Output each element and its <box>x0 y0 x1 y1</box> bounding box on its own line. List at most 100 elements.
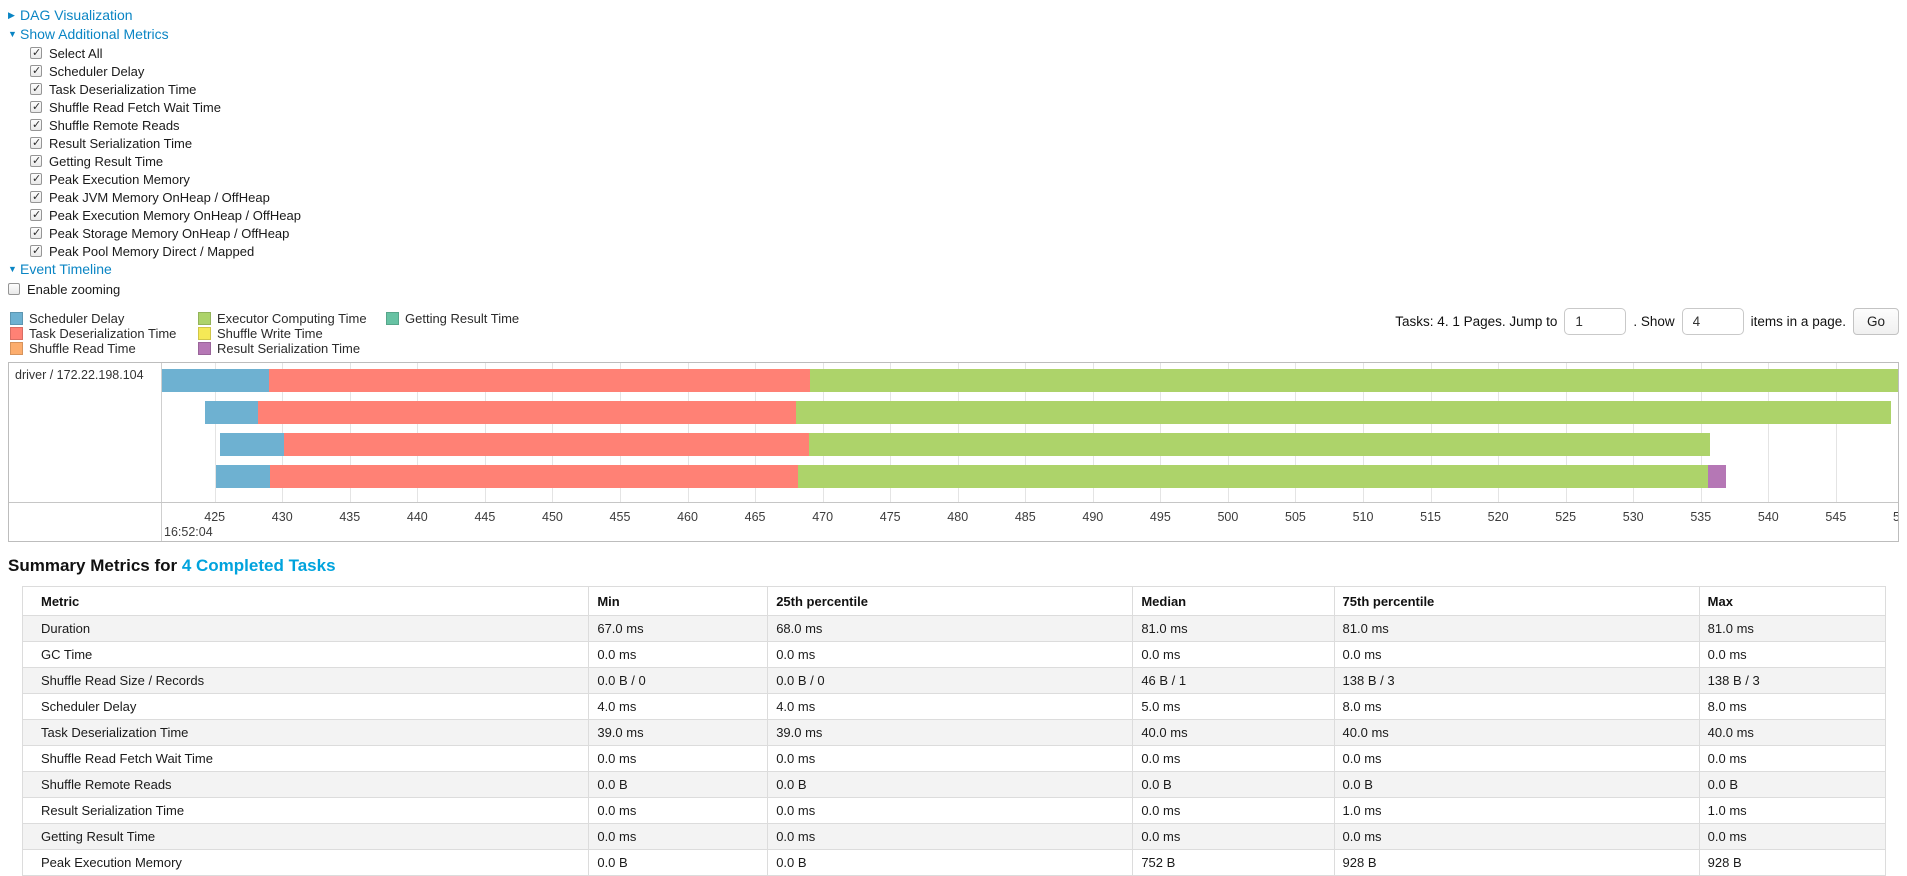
metric-name-cell: Getting Result Time <box>21 823 590 850</box>
metric-checkbox-row[interactable]: Peak Execution Memory <box>30 170 1899 188</box>
axis-timestamp: 16:52:04 <box>164 525 213 539</box>
gridline <box>1092 363 1094 502</box>
jump-to-page-input[interactable] <box>1564 308 1627 335</box>
metric-value-cell: 0.0 B <box>767 771 1134 798</box>
gridline <box>1633 363 1635 502</box>
gridline <box>822 363 824 502</box>
pagination-controls: Tasks: 4. 1 Pages. Jump to . Show items … <box>1395 308 1899 335</box>
metric-checkbox-row[interactable]: Getting Result Time <box>30 152 1899 170</box>
checkbox-icon[interactable] <box>30 136 42 149</box>
metric-value-cell: 0.0 B <box>1698 771 1887 798</box>
checkbox-icon[interactable] <box>30 46 42 59</box>
metric-value-cell: 4.0 ms <box>767 693 1134 720</box>
metric-value-cell: 40.0 ms <box>1333 719 1700 746</box>
gridline <box>687 363 689 502</box>
legend-label: Shuffle Read Time <box>29 341 136 356</box>
axis-tick-label: 455 <box>609 510 631 524</box>
task-bar[interactable] <box>162 369 1898 392</box>
axis-tick-label: 450 <box>541 510 563 524</box>
checkbox-label: Scheduler Delay <box>49 63 145 79</box>
task-segment-scheduler-delay <box>162 369 269 392</box>
axis-tick-label: 445 <box>474 510 496 524</box>
event-timeline-chart: driver / 172.22.198.104 16:52:04 425 430 4… <box>8 362 1899 542</box>
axis-tick-label: 440 <box>406 510 428 524</box>
metric-name-cell: GC Time <box>21 641 590 668</box>
legend-item: Shuffle Write Time <box>198 326 386 341</box>
metric-value-cell: 928 B <box>1333 849 1700 876</box>
metric-checkbox-row[interactable]: Shuffle Remote Reads <box>30 116 1899 134</box>
show-additional-metrics-toggle[interactable]: ▼ Show Additional Metrics <box>8 25 1899 44</box>
metric-name-cell: Task Deserialization Time <box>21 719 590 746</box>
task-bar[interactable] <box>162 433 1898 456</box>
checkbox-label: Task Deserialization Time <box>49 81 197 97</box>
metric-value-cell: 0.0 ms <box>1132 823 1335 850</box>
checkbox-icon[interactable] <box>30 226 42 239</box>
metric-checkbox-row[interactable]: Shuffle Read Fetch Wait Time <box>30 98 1899 116</box>
axis-tick-label: 480 <box>947 510 969 524</box>
checkbox-icon[interactable] <box>30 190 42 203</box>
metric-checkbox-row[interactable]: Result Serialization Time <box>30 134 1899 152</box>
metric-name-cell: Result Serialization Time <box>21 797 590 824</box>
checkbox-icon[interactable] <box>30 154 42 167</box>
metric-checkbox-row[interactable]: Peak JVM Memory OnHeap / OffHeap <box>30 188 1899 206</box>
metric-checkbox-row[interactable]: Peak Storage Memory OnHeap / OffHeap <box>30 224 1899 242</box>
task-bar[interactable] <box>162 401 1898 424</box>
gridline <box>1700 363 1702 502</box>
checkbox-icon[interactable] <box>30 100 42 113</box>
axis-tick-label: 515 <box>1420 510 1441 524</box>
metric-value-cell: 0.0 ms <box>588 641 769 668</box>
tasks-count-text: Tasks: 4. 1 Pages. Jump to <box>1395 314 1558 329</box>
legend-swatch-icon <box>10 342 23 355</box>
column-header: Metric <box>21 586 590 616</box>
event-timeline-toggle[interactable]: ▼ Event Timeline <box>8 260 1899 279</box>
enable-zooming-checkbox-row[interactable]: Enable zooming <box>8 280 1899 298</box>
metric-value-cell: 752 B <box>1132 849 1335 876</box>
go-button[interactable]: Go <box>1852 308 1899 335</box>
task-bar[interactable] <box>162 465 1898 488</box>
metric-name-cell: Shuffle Read Fetch Wait Time <box>21 745 590 772</box>
axis-tick-label: 490 <box>1082 510 1104 524</box>
checkbox-icon[interactable] <box>30 172 42 185</box>
timeline-plot-area <box>162 363 1898 502</box>
metric-value-cell: 138 B / 3 <box>1698 667 1887 694</box>
axis-tick-label: 435 <box>339 510 361 524</box>
task-segment-scheduler-delay <box>216 465 271 488</box>
checkbox-icon[interactable] <box>30 82 42 95</box>
summary-title-prefix: Summary Metrics for <box>8 556 182 575</box>
metric-checkbox-row[interactable]: Task Deserialization Time <box>30 80 1899 98</box>
axis-tick-label: 550 <box>1892 510 1898 524</box>
expand-arrow-icon: ▼ <box>8 29 17 39</box>
metric-checkbox-row[interactable]: Select All <box>30 44 1899 62</box>
metric-value-cell: 1.0 ms <box>1698 797 1887 824</box>
legend-swatch-icon <box>198 327 211 340</box>
metric-value-cell: 1.0 ms <box>1333 797 1700 824</box>
items-per-page-input[interactable] <box>1681 308 1744 335</box>
metric-checkbox-row[interactable]: Peak Pool Memory Direct / Mapped <box>30 242 1899 260</box>
metric-checkbox-row[interactable]: Peak Execution Memory OnHeap / OffHeap <box>30 206 1899 224</box>
axis-tick-label: 465 <box>744 510 766 524</box>
metric-value-cell: 81.0 ms <box>1333 615 1700 642</box>
metric-value-cell: 0.0 ms <box>1333 823 1700 850</box>
checkbox-icon[interactable] <box>8 283 20 295</box>
checkbox-label: Shuffle Remote Reads <box>49 117 180 133</box>
checkbox-icon[interactable] <box>30 118 42 131</box>
label-column-separator <box>161 363 162 541</box>
checkbox-icon[interactable] <box>30 64 42 77</box>
checkbox-icon[interactable] <box>30 244 42 257</box>
dag-visualization-toggle[interactable]: ▶ DAG Visualization <box>8 6 1899 25</box>
summary-metrics-title: Summary Metrics for 4 Completed Tasks <box>8 556 1899 576</box>
metric-value-cell: 8.0 ms <box>1698 693 1887 720</box>
legend-label: Result Serialization Time <box>217 341 361 356</box>
metric-value-cell: 0.0 B / 0 <box>767 667 1134 694</box>
gridline <box>1565 363 1567 502</box>
checkbox-icon[interactable] <box>30 208 42 221</box>
axis-tick-label: 470 <box>812 510 834 524</box>
metric-value-cell: 0.0 ms <box>1333 745 1700 772</box>
metric-checkbox-row[interactable]: Scheduler Delay <box>30 62 1899 80</box>
legend-item: Executor Computing Time <box>198 311 386 326</box>
gridline <box>214 363 216 502</box>
completed-tasks-link[interactable]: 4 Completed Tasks <box>181 556 336 575</box>
summary-metrics-table: Metric Min 25th percentile Median 75th perce… <box>21 586 1887 876</box>
legend-label: Task Deserialization Time <box>29 326 177 341</box>
gridline <box>1160 363 1162 502</box>
